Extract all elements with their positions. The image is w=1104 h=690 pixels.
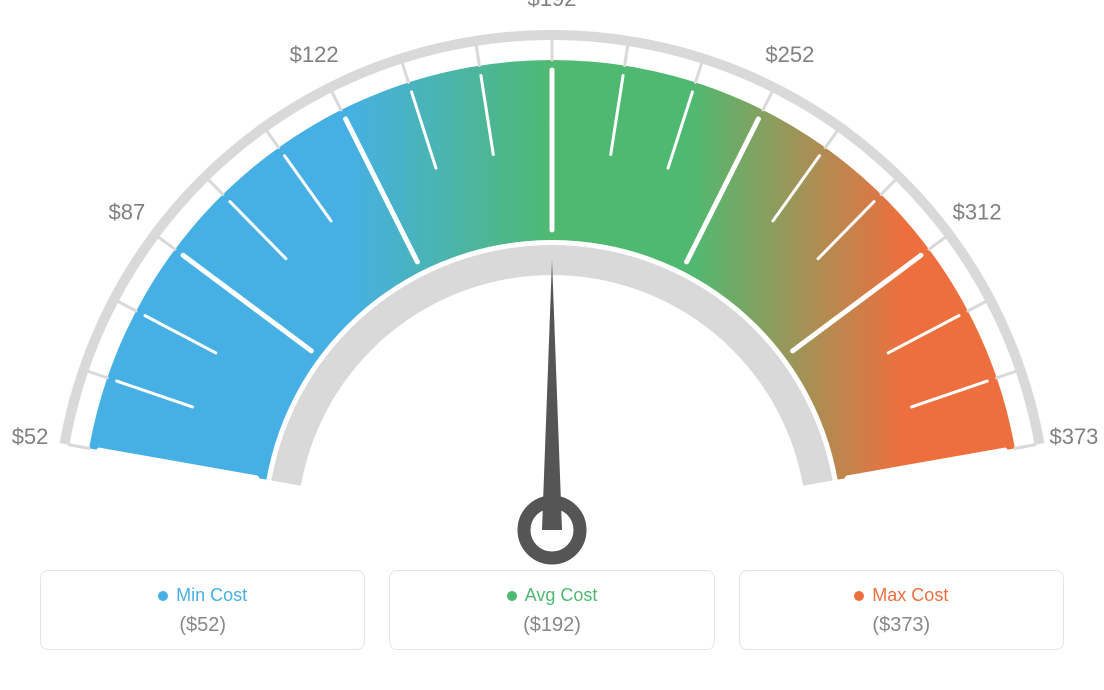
legend-value: ($373): [750, 614, 1053, 637]
gauge-tick-label: $373: [1049, 424, 1098, 449]
legend-card-avg: Avg Cost ($192): [389, 570, 714, 650]
gauge-tick-label: $312: [953, 199, 1002, 224]
cost-gauge: $52 $87 $122 $192 $252 $312 $373: [0, 0, 1104, 570]
gauge-tick-label: $122: [290, 42, 339, 67]
legend-label-row-min: Min Cost: [51, 585, 354, 606]
legend-label: Min Cost: [176, 585, 247, 606]
gauge-svg: $52 $87 $122 $192 $252 $312 $373: [0, 0, 1104, 570]
legend-label: Avg Cost: [525, 585, 598, 606]
gauge-needle: [542, 260, 562, 530]
legend-label-row-max: Max Cost: [750, 585, 1053, 606]
dot-icon: [507, 591, 517, 601]
legend-value: ($52): [51, 614, 354, 637]
dot-icon: [158, 591, 168, 601]
legend-value: ($192): [400, 614, 703, 637]
legend-label: Max Cost: [872, 585, 948, 606]
legend-card-max: Max Cost ($373): [739, 570, 1064, 650]
gauge-tick-label: $252: [765, 42, 814, 67]
legend-card-min: Min Cost ($52): [40, 570, 365, 650]
gauge-tick-label: $192: [528, 0, 577, 11]
gauge-tick-label: $87: [109, 199, 146, 224]
dot-icon: [854, 591, 864, 601]
gauge-tick-label: $52: [12, 424, 49, 449]
legend-row: Min Cost ($52) Avg Cost ($192) Max Cost …: [0, 570, 1104, 650]
legend-label-row-avg: Avg Cost: [400, 585, 703, 606]
